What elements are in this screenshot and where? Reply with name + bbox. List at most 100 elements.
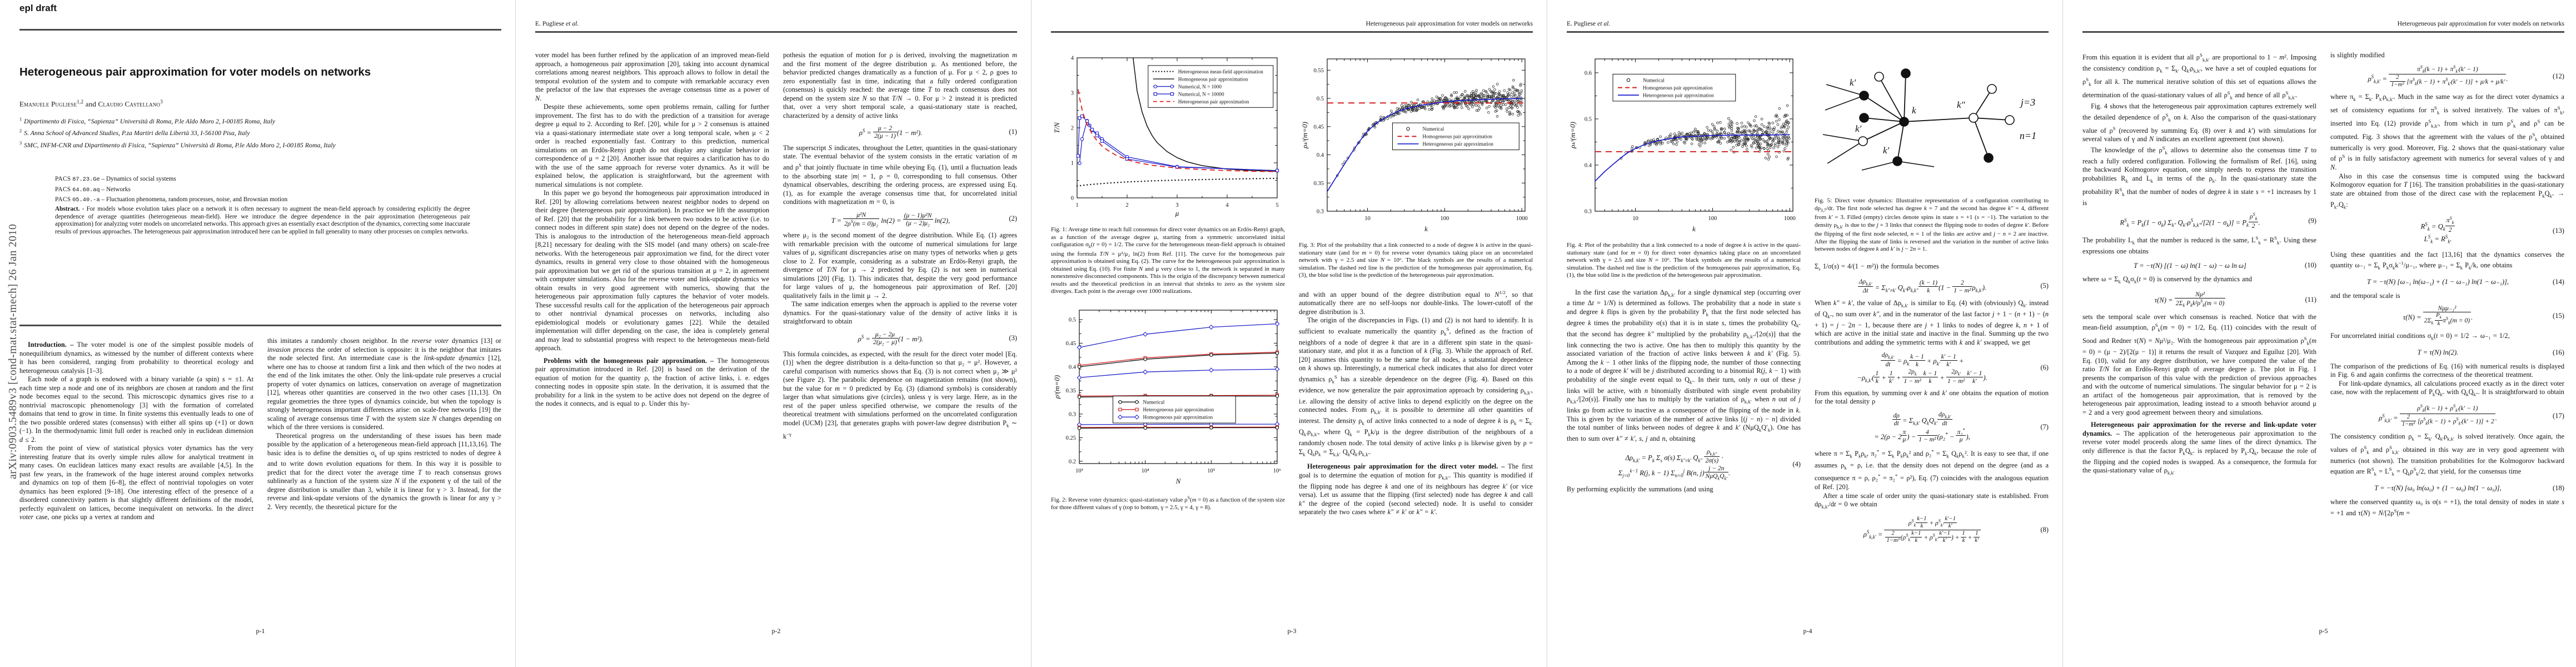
section-paragraph: Problems with the homogeneous pair appro… [535, 356, 769, 408]
svg-text:Numerical: Numerical [1422, 126, 1444, 132]
svg-text:k′: k′ [1855, 123, 1862, 134]
svg-text:ρₖˢ(m=0): ρₖˢ(m=0) [1301, 122, 1309, 149]
paragraph: This formula coincides, as expected, wit… [783, 350, 1017, 440]
page-number: p-1 [256, 627, 265, 635]
paragraph: is slightly modified [2330, 51, 2385, 59]
equation: RSk = Pk(1 − σk) Σk″ Qk″ρSk,k″/[2(1 − σk… [2120, 212, 2316, 230]
equation: T = −τ(N) [(1 − ω) ln(1 − ω) − ω ln ω] (1… [2134, 261, 2316, 270]
equation: Δρk,k′ = Pk Σs σ(s) Σk″≠k′ Qk″ ρk,k″ 2σ(s… [1618, 447, 1801, 481]
column-left: voter model has been further refined by … [535, 51, 769, 623]
paragraph: pothesis the equation of motion for ρ is… [783, 51, 1017, 120]
svg-text:k: k [1912, 105, 1916, 116]
svg-text:0.45: 0.45 [1313, 124, 1323, 130]
svg-text:1: 1 [1070, 161, 1073, 167]
page-number: p-4 [1803, 627, 1812, 635]
abstract: Abstract. - For models whose evolution t… [55, 206, 470, 235]
svg-text:Heterogeneous pair approximati: Heterogeneous pair approximation [1178, 99, 1249, 104]
pacs-entry: PACS 64.60.aq – Networks [55, 186, 131, 193]
figure-caption: Fig. 4: Plot of the probability that a l… [1567, 242, 1801, 278]
svg-text:1000: 1000 [1783, 216, 1795, 222]
paragraph: The same indication emerges when the app… [783, 300, 1017, 326]
column-right: pothesis the equation of motion for ρ is… [783, 51, 1017, 623]
affiliation: 3 SMC, INFM-CNR and Dipartimento di Fisic… [19, 140, 336, 149]
rule [19, 325, 501, 326]
column-right: k k″ k′ k′ k′ j=3 n=1 Fig. 5: Direct voter dyna… [1815, 51, 2049, 623]
paragraph: By performing explicitly the summations … [1567, 485, 1713, 494]
svg-text:0.5: 0.5 [1068, 317, 1075, 323]
svg-text:0.55: 0.55 [1313, 68, 1323, 74]
svg-text:Numerical, N = 1000: Numerical, N = 1000 [1178, 84, 1222, 89]
svg-text:Heterogeneous pair approximati: Heterogeneous pair approximation [1143, 407, 1214, 412]
svg-text:10: 10 [1364, 216, 1371, 222]
column-left: 10 100 1000 0.3 0.4 0.5 0.6 k ρₖˢ(m=0) Numerical H… [1567, 51, 1801, 623]
arxiv-watermark: arXiv:0903.5489v3 [cond-mat.stat-mech] 2… [7, 223, 19, 479]
column-left: From this equation it is evident that al… [2082, 51, 2316, 623]
paragraph: In the first case the variation Δρk,k′ f… [1567, 288, 1801, 443]
paragraph: Σs 1/σ(s) = 4/(1 − m²)) the formula beco… [1815, 262, 1939, 272]
section-paragraph: Heterogeneous pair approximation for the… [2082, 421, 2316, 476]
figure-3-chart: 10 100 1000 0.3 0.35 0.4 0.45 0.5 0.55 k ρₖˢ(m=0) N… [1301, 58, 1527, 233]
svg-text:0.25: 0.25 [1065, 435, 1075, 441]
figure-2-chart: 10³ 10⁴ 10⁵ 10⁶ 0.2 0.25 0.3 0.35 0.4 0.45 0.5 Nρˢ(… [1053, 310, 1281, 485]
pacs-list: PACS 87.23.Ge – Dynamics of social syste… [55, 175, 479, 206]
svg-text:μ: μ [1174, 209, 1179, 217]
svg-text:3: 3 [1070, 91, 1073, 97]
svg-text:Homogeneous pair approximation: Homogeneous pair approximation [1143, 414, 1213, 420]
page-3: Heterogeneous pair approximation for vot… [1031, 0, 1547, 667]
svg-text:10³: 10³ [1075, 468, 1083, 474]
svg-text:Numerical: Numerical [1143, 399, 1164, 405]
figure-caption: Fig. 3: Plot of the probability that a l… [1299, 242, 1533, 278]
equation: ρSk,k′ = ρSk(k − 1) + ρSk′(k′ − 1) 2 1−m² … [2379, 404, 2564, 427]
figure-4-chart: 10 100 1000 0.3 0.4 0.5 0.6 k ρₖˢ(m=0) Numerical H… [1568, 58, 1795, 233]
svg-text:10⁵: 10⁵ [1207, 468, 1215, 474]
paragraph: where ω = Σk Qkσk(t = 0) is conserved by… [2082, 275, 2252, 285]
svg-text:Numerical: Numerical [1643, 77, 1665, 83]
svg-text:10⁴: 10⁴ [1141, 468, 1149, 474]
equation: ρS = μ − 2 2(μ − 1) (1 − m²). (1) [859, 125, 1017, 140]
equation: RSk = Qk πSk 2 LSk = RSk. (13) [2420, 216, 2564, 245]
figure-caption: Fig. 5: Direct voter dynamics: Illustrat… [1815, 197, 2049, 253]
paragraph: where μ₂ is the second moment of the deg… [783, 231, 1017, 300]
svg-text:4: 4 [1070, 56, 1074, 62]
running-header: E. Pugliese et al. [1567, 20, 1611, 27]
equation: ρSk,k′ = πSk(k − 1) + πSk′(k′ − 1) 2 1−m² … [2368, 64, 2564, 88]
pacs-entry: PACS 05.40.-a – Fluctuation phenomena, r… [55, 196, 288, 203]
equation: ρSk,k′ = ρSk k−1 k + ρSk′ k′−1 k′ 2 1−m² (ρSk k−… [1863, 516, 2049, 544]
svg-text:ρₖˢ(m=0): ρₖˢ(m=0) [1568, 122, 1577, 149]
page-1: arXiv:0903.5489v3 [cond-mat.stat-mech] 2… [0, 0, 515, 667]
column-right: is slightly modified ρSk,k′ = πSk(k − 1) … [2330, 51, 2564, 623]
running-header: E. Pugliese et al. [535, 20, 579, 27]
figure: k k″ k′ k′ k′ j=3 n=1 [1815, 52, 2049, 194]
svg-text:Homogeneous pair approximation: Homogeneous pair approximation [1643, 85, 1713, 91]
paragraph: Despite these achievements, some open pr… [535, 103, 769, 188]
page-2: E. Pugliese et al. voter model has been … [515, 0, 1031, 667]
paragraph: Theoretical progress on the understandin… [267, 431, 501, 511]
paragraph: The comparison of the predictions of Eq.… [2330, 362, 2564, 379]
equation: τ(N) = Nμ² 2Σk Pkk²ρSk(m = 0) (11) [2154, 291, 2316, 308]
svg-text:k′: k′ [1883, 145, 1890, 156]
svg-text:j=3: j=3 [2019, 97, 2035, 108]
affiliation: 2 S. Anna School of Advanced Studies, P.z… [19, 128, 250, 137]
figure-5-diagram: k k″ k′ k′ k′ j=3 n=1 [1822, 68, 2036, 171]
equation: τ(N) = Nμμ₋₁² 2Σk Pk k πSk(m = 0). (15) [2403, 305, 2564, 327]
paragraph: and with an upper bound of the degree di… [1299, 289, 1533, 316]
affiliation: 1 Dipartimento di Fisica, “Sapienza” Univ… [19, 117, 276, 125]
paragraph: For uncorrelated initial conditions σk(t… [2330, 332, 2510, 341]
paragraph: The consistency condition ρk = Σk′ Qk′ρk… [2330, 432, 2564, 477]
paragraph: this imitates a randomly chosen neighbor… [267, 337, 501, 431]
page-4: E. Pugliese et al. 10 100 1000 0.3 0.4 0.5 0.6… [1547, 0, 2062, 667]
running-header: Heterogeneous pair approximation for vot… [1366, 20, 1533, 27]
svg-text:Homogeneous pair approximation: Homogeneous pair approximation [1178, 76, 1248, 82]
rule [2082, 31, 2564, 33]
figure-caption: Fig. 1: Average time to reach full conse… [1051, 226, 1285, 295]
draft-label: epl draft [19, 3, 57, 13]
running-header: Heterogeneous pair approximation for vot… [2397, 20, 2564, 27]
paragraph: where πk = Σk′ Pk′ρk,k′. Much in the sam… [2330, 92, 2564, 172]
svg-text:k″: k″ [1957, 99, 1966, 110]
svg-text:Heterogeneous pair approximati: Heterogeneous pair approximation [1422, 141, 1493, 147]
svg-text:100: 100 [1708, 216, 1717, 222]
column-right: this imitates a randomly chosen neighbor… [267, 337, 501, 623]
svg-text:ρˢ(m=0): ρˢ(m=0) [1053, 375, 1061, 399]
